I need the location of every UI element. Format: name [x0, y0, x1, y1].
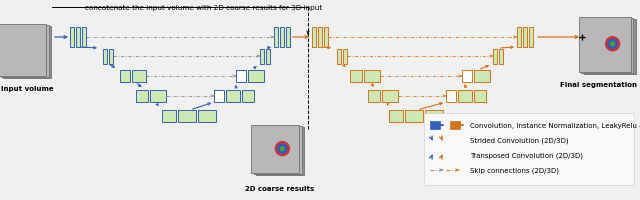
Bar — [253, 126, 301, 174]
Bar — [450, 121, 460, 129]
Bar — [3, 27, 51, 79]
Bar — [368, 91, 380, 102]
Bar — [364, 71, 380, 83]
Text: 2D coarse results: 2D coarse results — [245, 185, 315, 191]
Bar — [226, 91, 240, 102]
Bar — [214, 91, 224, 102]
Bar — [474, 71, 490, 83]
Bar — [462, 71, 472, 83]
Bar — [474, 91, 486, 102]
Bar — [248, 71, 264, 83]
Bar — [523, 28, 527, 48]
Bar — [242, 91, 254, 102]
Bar — [109, 49, 113, 64]
Bar — [266, 49, 270, 64]
Bar — [458, 91, 472, 102]
Circle shape — [605, 38, 620, 51]
Circle shape — [275, 142, 289, 156]
Bar — [132, 71, 146, 83]
Bar — [312, 28, 316, 48]
Bar — [389, 110, 403, 122]
Text: Convolution, Instance Normalization, LeakyRelu (2D/3D): Convolution, Instance Normalization, Lea… — [470, 122, 640, 129]
Circle shape — [278, 144, 287, 153]
Bar — [579, 17, 631, 72]
Bar — [76, 28, 80, 48]
Text: Input volume: Input volume — [1, 86, 53, 92]
Bar — [256, 127, 304, 175]
Bar — [0, 24, 46, 76]
Circle shape — [611, 43, 614, 47]
Bar — [286, 28, 290, 48]
Bar — [251, 125, 299, 173]
Bar — [430, 121, 440, 129]
Bar — [162, 110, 176, 122]
Text: Skip connections (2D/3D): Skip connections (2D/3D) — [470, 167, 559, 173]
Bar — [529, 28, 533, 48]
Bar — [446, 91, 456, 102]
Bar — [337, 49, 341, 64]
Bar — [120, 71, 130, 83]
Bar — [318, 28, 322, 48]
Bar — [274, 28, 278, 48]
Bar — [493, 49, 497, 64]
Bar — [499, 49, 503, 64]
Bar — [382, 91, 398, 102]
Bar — [582, 19, 634, 73]
Bar — [280, 28, 284, 48]
Bar — [1, 26, 49, 77]
Bar — [236, 71, 246, 83]
Bar — [424, 113, 634, 185]
Bar — [350, 71, 362, 83]
Bar — [425, 110, 443, 122]
Text: concatenate the input volume with 2D coarse results for 3D input: concatenate the input volume with 2D coa… — [85, 5, 323, 11]
Bar — [405, 110, 423, 122]
Bar — [150, 91, 166, 102]
Bar — [198, 110, 216, 122]
Text: Final segmentation results: Final segmentation results — [561, 82, 640, 88]
Bar — [517, 28, 521, 48]
Bar — [103, 49, 107, 64]
Bar — [584, 20, 636, 75]
Bar — [178, 110, 196, 122]
Bar — [343, 49, 347, 64]
Bar — [260, 49, 264, 64]
Bar — [324, 28, 328, 48]
Text: Transposed Convolution (2D/3D): Transposed Convolution (2D/3D) — [470, 152, 583, 158]
Bar — [70, 28, 74, 48]
Circle shape — [280, 147, 284, 151]
Text: Strided Convolution (2D/3D): Strided Convolution (2D/3D) — [470, 137, 568, 144]
Circle shape — [608, 40, 617, 49]
Bar — [82, 28, 86, 48]
Bar — [136, 91, 148, 102]
